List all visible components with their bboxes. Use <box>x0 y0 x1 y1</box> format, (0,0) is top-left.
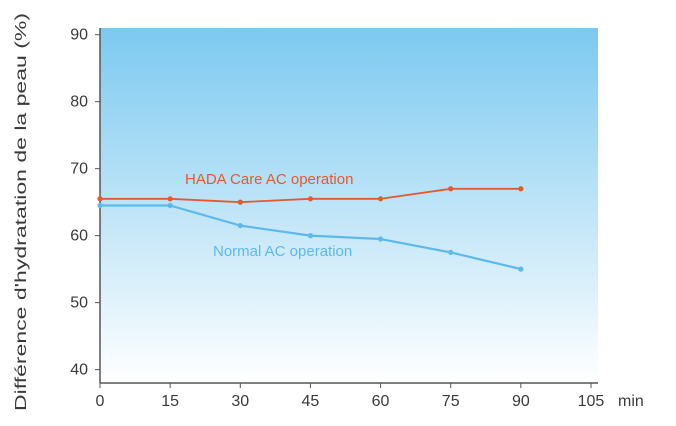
data-point-normal-ac-operation-30 <box>237 222 243 229</box>
data-point-hada-care-ac-operation-90 <box>518 186 524 192</box>
y-tick-label-90: 90 <box>70 27 88 44</box>
data-point-normal-ac-operation-60 <box>377 236 384 242</box>
series-label-normal: Normal AC operation <box>213 243 352 260</box>
y-tick-label-60: 60 <box>70 228 88 245</box>
data-point-hada-care-ac-operation-45 <box>307 196 314 202</box>
x-axis-ticks: 0 15 30 45 60 75 90 105 <box>96 383 605 410</box>
x-tick-label-75: 75 <box>442 393 460 410</box>
y-tick-label-50: 50 <box>70 295 88 312</box>
x-axis-unit-label: min <box>618 393 644 410</box>
y-tick-label-80: 80 <box>70 94 88 111</box>
data-point-hada-care-ac-operation-60 <box>377 196 384 202</box>
data-point-normal-ac-operation-75 <box>448 249 454 255</box>
x-tick-label-30: 30 <box>231 393 249 410</box>
data-point-hada-care-ac-operation-75 <box>448 186 454 192</box>
data-point-hada-care-ac-operation-30 <box>237 199 243 205</box>
x-tick-label-15: 15 <box>161 393 179 410</box>
data-point-normal-ac-operation-90 <box>518 266 524 272</box>
series-layer <box>97 186 524 272</box>
y-tick-label-70: 70 <box>70 161 88 178</box>
x-tick-label-90: 90 <box>512 393 530 410</box>
plot-area <box>100 28 598 383</box>
y-axis-ticks: 40 50 60 70 80 90 <box>70 27 100 379</box>
data-point-hada-care-ac-operation-0 <box>97 196 103 202</box>
y-tick-label-40: 40 <box>70 362 88 379</box>
y-axis-title: Différence d'hydratation de la peau (%) <box>13 13 30 411</box>
data-point-normal-ac-operation-0 <box>97 202 103 209</box>
series-label-hada-care: HADA Care AC operation <box>185 171 353 188</box>
x-tick-label-60: 60 <box>372 393 390 410</box>
data-point-hada-care-ac-operation-15 <box>167 196 173 202</box>
x-tick-label-0: 0 <box>96 393 105 410</box>
x-tick-label-45: 45 <box>302 393 320 410</box>
x-tick-label-105: 105 <box>578 393 605 410</box>
data-point-normal-ac-operation-45 <box>307 233 314 239</box>
data-point-normal-ac-operation-15 <box>167 202 173 209</box>
